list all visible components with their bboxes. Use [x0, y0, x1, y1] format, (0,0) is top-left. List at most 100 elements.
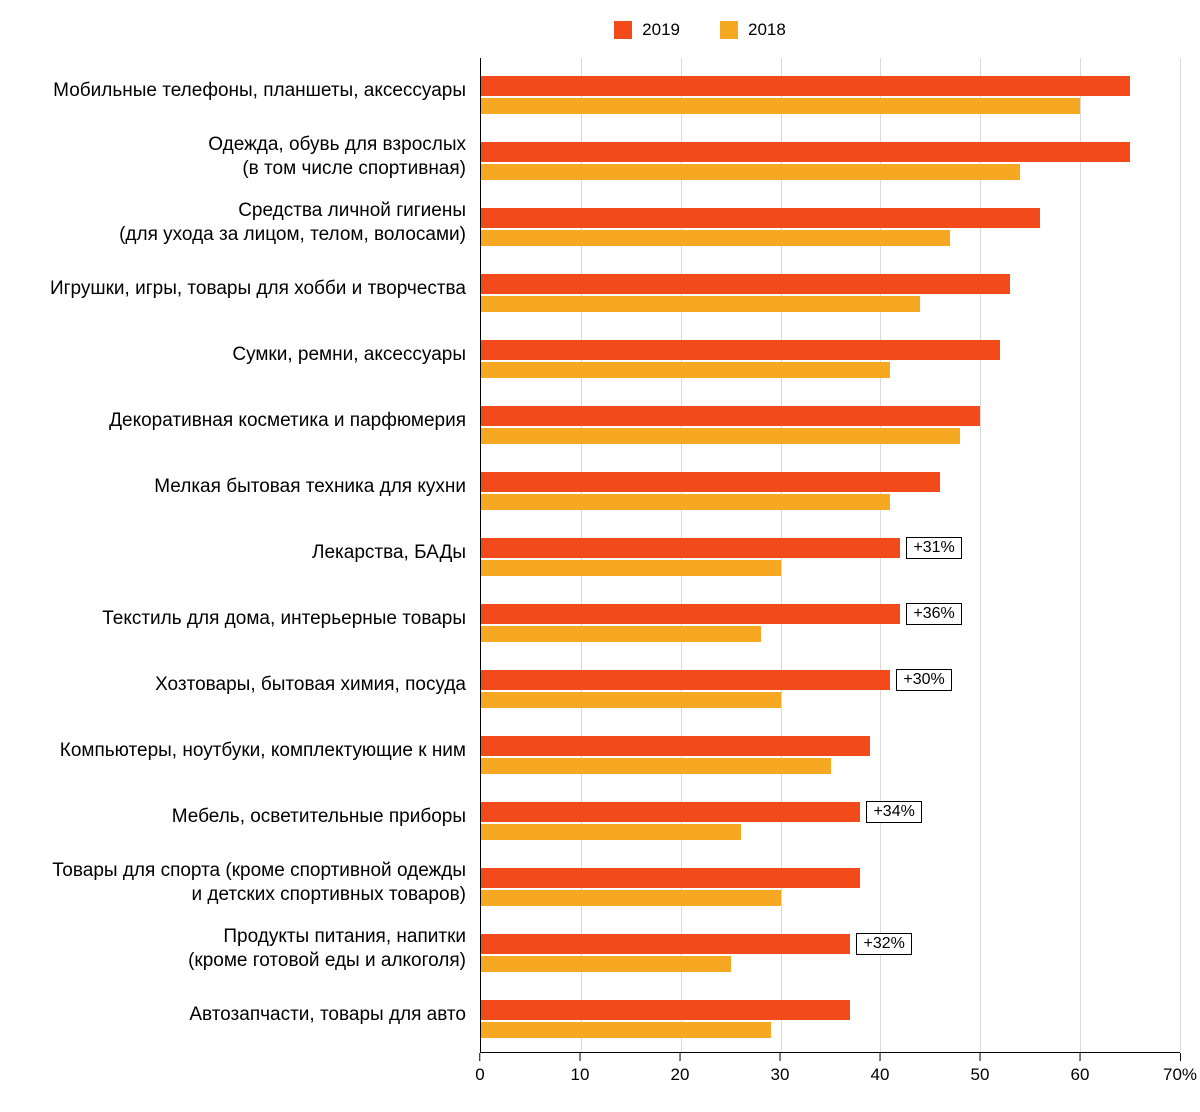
category-label: Одежда, обувь для взрослых (в том числе …	[20, 133, 480, 181]
tick-label: 60	[1071, 1065, 1090, 1085]
bar-2019	[481, 340, 1000, 360]
bar-2018	[481, 230, 950, 246]
legend-label: 2019	[642, 20, 680, 40]
bar-2019	[481, 472, 940, 492]
bar-row	[481, 722, 1180, 788]
bar-2018	[481, 362, 890, 378]
tick-label: 50	[971, 1065, 990, 1085]
x-tick: 40	[871, 1053, 890, 1085]
tick-mark	[579, 1053, 580, 1061]
bar-2019	[481, 1000, 850, 1020]
category-label: Компьютеры, ноутбуки, комплектующие к ни…	[20, 739, 480, 763]
bar-2019: +30%	[481, 670, 890, 690]
tick-label: 30	[771, 1065, 790, 1085]
tick-mark	[1079, 1053, 1080, 1061]
x-tick: 70%	[1163, 1053, 1197, 1085]
bar-row: +30%	[481, 656, 1180, 722]
growth-badge: +32%	[856, 933, 911, 955]
category-label: Мебель, осветительные приборы	[20, 805, 480, 829]
category-label: Сумки, ремни, аксессуары	[20, 343, 480, 367]
bar-2019	[481, 208, 1040, 228]
x-tick: 30	[771, 1053, 790, 1085]
category-label: Автозапчасти, товары для авто	[20, 1003, 480, 1027]
bar-2019	[481, 274, 1010, 294]
bar-2019: +31%	[481, 538, 900, 558]
tick-mark	[779, 1053, 780, 1061]
x-axis: 010203040506070%	[480, 1052, 1180, 1092]
bar-2018	[481, 560, 781, 576]
category-label: Продукты питания, напитки (кроме готовой…	[20, 925, 480, 973]
gridline	[1180, 58, 1181, 1052]
growth-badge: +30%	[896, 669, 951, 691]
bar-row: +31%	[481, 524, 1180, 590]
bar-row	[481, 986, 1180, 1052]
growth-badge: +36%	[906, 603, 961, 625]
tick-mark	[979, 1053, 980, 1061]
bar-2018	[481, 824, 741, 840]
bar-2019	[481, 142, 1130, 162]
bar-2019	[481, 868, 860, 888]
x-tick: 0	[475, 1053, 484, 1085]
bar-row	[481, 194, 1180, 260]
category-label: Хозтовары, бытовая химия, посуда	[20, 673, 480, 697]
bar-row	[481, 128, 1180, 194]
growth-badge: +31%	[906, 537, 961, 559]
tick-mark	[679, 1053, 680, 1061]
bar-2018	[481, 296, 920, 312]
tick-mark	[879, 1053, 880, 1061]
bar-2019: +36%	[481, 604, 900, 624]
grouped-bar-chart: 2019 2018 Мобильные телефоны, планшеты, а…	[20, 20, 1180, 1092]
bars-column: +31% +36% +30% +34% +32%	[480, 58, 1180, 1052]
tick-label: 70%	[1163, 1065, 1197, 1085]
bar-2018	[481, 692, 781, 708]
category-label: Текстиль для дома, интерьерные товары	[20, 607, 480, 631]
category-label: Мобильные телефоны, планшеты, аксессуары	[20, 79, 480, 103]
category-label: Средства личной гигиены (для ухода за ли…	[20, 199, 480, 247]
bar-row	[481, 392, 1180, 458]
bar-2018	[481, 164, 1020, 180]
legend-swatch	[614, 21, 632, 39]
bar-2019: +32%	[481, 934, 850, 954]
category-label: Игрушки, игры, товары для хобби и творче…	[20, 277, 480, 301]
bar-2018	[481, 494, 890, 510]
tick-label: 40	[871, 1065, 890, 1085]
category-label: Декоративная косметика и парфюмерия	[20, 409, 480, 433]
legend-label: 2018	[748, 20, 786, 40]
bar-row: +32%	[481, 920, 1180, 986]
bar-2018	[481, 890, 781, 906]
category-labels-column: Мобильные телефоны, планшеты, аксессуары…	[20, 58, 480, 1052]
legend-swatch	[720, 21, 738, 39]
bar-2018	[481, 758, 831, 774]
bar-row	[481, 260, 1180, 326]
x-tick: 60	[1071, 1053, 1090, 1085]
bar-2018	[481, 428, 960, 444]
legend-item: 2019	[614, 20, 680, 40]
bar-row	[481, 458, 1180, 524]
tick-label: 0	[475, 1065, 484, 1085]
bar-2018	[481, 1022, 771, 1038]
bar-2018	[481, 956, 731, 972]
tick-mark	[1180, 1053, 1181, 1061]
bar-row	[481, 326, 1180, 392]
legend-item: 2018	[720, 20, 786, 40]
bar-2018	[481, 98, 1080, 114]
growth-badge: +34%	[866, 801, 921, 823]
category-label: Товары для спорта (кроме спортивной одеж…	[20, 859, 480, 907]
bar-row: +34%	[481, 788, 1180, 854]
bar-row	[481, 854, 1180, 920]
bar-2018	[481, 626, 761, 642]
x-tick: 10	[571, 1053, 590, 1085]
tick-label: 10	[571, 1065, 590, 1085]
bar-2019	[481, 736, 870, 756]
x-tick: 20	[671, 1053, 690, 1085]
tick-label: 20	[671, 1065, 690, 1085]
category-label: Мелкая бытовая техника для кухни	[20, 475, 480, 499]
category-label: Лекарства, БАДы	[20, 541, 480, 565]
bar-2019	[481, 76, 1130, 96]
bar-2019	[481, 406, 980, 426]
bar-row: +36%	[481, 590, 1180, 656]
tick-mark	[480, 1053, 481, 1061]
bar-row	[481, 62, 1180, 128]
x-tick: 50	[971, 1053, 990, 1085]
bar-2019: +34%	[481, 802, 860, 822]
